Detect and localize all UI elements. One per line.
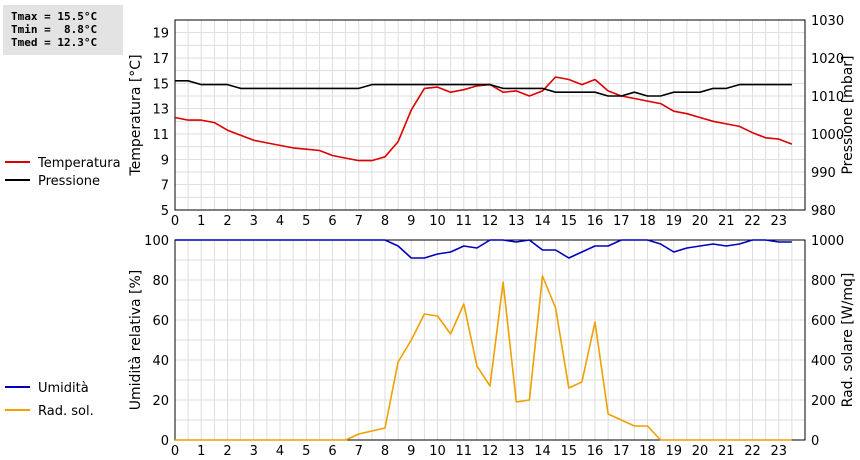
y-right-tick-label: 980 bbox=[811, 204, 836, 219]
y-right-axis-label: Rad. solare [W/mq] bbox=[840, 273, 856, 408]
x-tick-label: 22 bbox=[744, 214, 761, 229]
stats-box: Tmax = 15.5°C Tmin = 8.8°C Tmed = 12.3°C bbox=[3, 5, 123, 55]
y-left-tick-label: 5 bbox=[161, 204, 169, 219]
y-right-tick-label: 990 bbox=[811, 166, 836, 181]
plot-frame bbox=[174, 19, 806, 211]
y-left-tick-label: 40 bbox=[152, 354, 169, 369]
x-tick-label: 15 bbox=[560, 444, 577, 459]
series-line-1 bbox=[175, 80, 792, 97]
stat-tmed: Tmed = 12.3°C bbox=[11, 36, 98, 49]
y-left-tick-label: 19 bbox=[152, 27, 169, 42]
legend-label: Pressione bbox=[38, 174, 100, 189]
y-left-tick-label: 60 bbox=[152, 314, 169, 329]
x-tick-label: 17 bbox=[613, 214, 630, 229]
legend-label: Temperatura bbox=[37, 156, 121, 171]
series-line-3 bbox=[175, 275, 792, 441]
x-tick-label: 18 bbox=[639, 214, 656, 229]
series-line-2 bbox=[175, 239, 792, 259]
y-right-tick-label: 800 bbox=[811, 274, 836, 289]
y-left-tick-label: 0 bbox=[161, 434, 169, 449]
y-right-axis-label: Pressione [mbar] bbox=[840, 55, 856, 174]
x-tick-label: 10 bbox=[429, 214, 446, 229]
x-tick-label: 14 bbox=[534, 444, 551, 459]
y-left-tick-label: 9 bbox=[161, 153, 169, 168]
stat-tmax: Tmax = 15.5°C bbox=[11, 10, 98, 23]
x-tick-label: 1 bbox=[197, 214, 205, 229]
x-tick-label: 19 bbox=[665, 444, 682, 459]
x-tick-label: 14 bbox=[534, 214, 551, 229]
y-left-tick-label: 11 bbox=[152, 128, 169, 143]
x-tick-label: 21 bbox=[718, 214, 735, 229]
x-tick-label: 12 bbox=[482, 444, 499, 459]
x-tick-label: 20 bbox=[692, 444, 709, 459]
x-tick-label: 22 bbox=[744, 444, 761, 459]
y-left-axis-label: Temperatura [°C] bbox=[128, 54, 144, 176]
x-tick-label: 16 bbox=[587, 214, 604, 229]
x-tick-label: 20 bbox=[692, 214, 709, 229]
y-right-tick-label: 0 bbox=[811, 434, 819, 449]
x-tick-label: 11 bbox=[455, 444, 472, 459]
x-tick-label: 8 bbox=[381, 214, 389, 229]
y-right-tick-label: 1000 bbox=[811, 128, 844, 143]
y-right-tick-label: 1010 bbox=[811, 90, 844, 105]
y-left-tick-label: 80 bbox=[152, 274, 169, 289]
x-tick-label: 17 bbox=[613, 444, 630, 459]
x-tick-label: 7 bbox=[355, 214, 363, 229]
humidity-radiation-chart: 0 1 2 3 4 5 6 7 8 9 10 11 12 13 14 15 16 17 18 19 20 21 22 2302… bbox=[5, 234, 856, 459]
y-left-tick-label: 20 bbox=[152, 394, 169, 409]
x-tick-label: 3 bbox=[250, 444, 258, 459]
y-left-tick-label: 17 bbox=[152, 52, 169, 67]
x-tick-label: 21 bbox=[718, 444, 735, 459]
y-right-tick-label: 1020 bbox=[811, 52, 844, 67]
y-left-tick-label: 13 bbox=[152, 103, 169, 118]
y-left-tick-label: 7 bbox=[161, 179, 169, 194]
x-tick-label: 3 bbox=[250, 214, 258, 229]
x-tick-label: 2 bbox=[223, 444, 231, 459]
y-left-axis-label: Umidità relativa [%] bbox=[128, 270, 144, 411]
x-tick-label: 4 bbox=[276, 214, 284, 229]
x-tick-label: 9 bbox=[407, 444, 415, 459]
x-tick-label: 0 bbox=[171, 444, 179, 459]
x-tick-label: 13 bbox=[508, 444, 525, 459]
x-tick-label: 23 bbox=[770, 214, 787, 229]
x-tick-label: 6 bbox=[328, 444, 336, 459]
y-right-tick-label: 600 bbox=[811, 314, 836, 329]
y-left-tick-label: 15 bbox=[152, 77, 169, 92]
x-tick-label: 7 bbox=[355, 444, 363, 459]
y-right-tick-label: 1000 bbox=[811, 234, 844, 249]
x-tick-label: 2 bbox=[223, 214, 231, 229]
temperature-pressure-chart: 0 1 2 3 4 5 6 7 8 9 10 11 12 13 14 15 16 17 18 19 20 21 22 2357… bbox=[5, 14, 856, 229]
x-tick-label: 0 bbox=[171, 214, 179, 229]
x-tick-label: 5 bbox=[302, 444, 310, 459]
x-tick-label: 5 bbox=[302, 214, 310, 229]
y-right-tick-label: 200 bbox=[811, 394, 836, 409]
legend-label: Umidità bbox=[38, 381, 89, 396]
x-tick-label: 6 bbox=[328, 214, 336, 229]
legend-label: Rad. sol. bbox=[38, 404, 94, 419]
x-tick-label: 19 bbox=[665, 214, 682, 229]
x-tick-label: 16 bbox=[587, 444, 604, 459]
y-right-tick-label: 400 bbox=[811, 354, 836, 369]
stat-tmin: Tmin = 8.8°C bbox=[11, 23, 98, 36]
x-tick-label: 11 bbox=[455, 214, 472, 229]
x-tick-label: 9 bbox=[407, 214, 415, 229]
series-line-0 bbox=[174, 76, 793, 162]
x-tick-label: 4 bbox=[276, 444, 284, 459]
y-right-tick-label: 1030 bbox=[811, 14, 844, 29]
x-tick-label: 18 bbox=[639, 444, 656, 459]
y-left-tick-label: 100 bbox=[144, 234, 169, 249]
x-tick-label: 23 bbox=[770, 444, 787, 459]
x-tick-label: 10 bbox=[429, 444, 446, 459]
x-tick-label: 15 bbox=[560, 214, 577, 229]
x-tick-label: 12 bbox=[482, 214, 499, 229]
x-tick-label: 8 bbox=[381, 444, 389, 459]
x-tick-label: 1 bbox=[197, 444, 205, 459]
x-tick-label: 13 bbox=[508, 214, 525, 229]
